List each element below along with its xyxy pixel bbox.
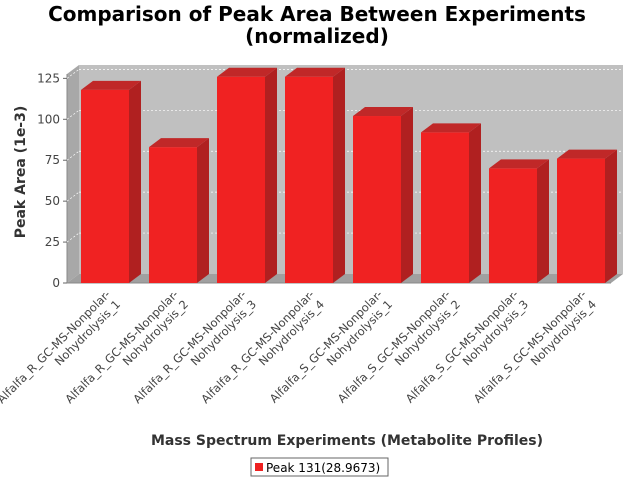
bar-front	[285, 76, 333, 283]
bar-side	[265, 67, 277, 283]
bar	[285, 67, 345, 283]
bar-side	[129, 80, 141, 284]
x-tick-label: Alfalfa_S_GC-MS-Nonpolar-Nohydrolysis_1	[267, 287, 395, 415]
y-tick-label: 50	[45, 194, 60, 208]
x-tick-label: Alfalfa_S_GC-MS-Nonpolar-Nohydrolysis_2	[335, 287, 463, 415]
legend-label: Peak 131(28.9673)	[266, 461, 380, 475]
bar	[489, 159, 549, 283]
bar-front	[557, 158, 605, 283]
bar-side	[469, 123, 481, 283]
bar	[557, 149, 617, 283]
bar	[353, 107, 413, 284]
x-tick-label: Alfalfa_R_GC-MS-Nonpolar-Nohydrolysis_4	[198, 287, 327, 416]
bar-front	[421, 132, 469, 283]
x-axis-tick-labels: Alfalfa_R_GC-MS-Nonpolar-Nohydrolysis_1A…	[0, 287, 599, 416]
bar-top	[421, 123, 481, 133]
x-axis-title: Mass Spectrum Experiments (Metabolite Pr…	[151, 433, 543, 449]
gridline-wall	[66, 150, 80, 161]
y-axis-title: Peak Area (1e-3)	[13, 106, 29, 239]
bar	[149, 138, 209, 283]
gridline-wall	[66, 69, 80, 79]
y-tick-label: 75	[45, 153, 60, 167]
x-tick-label: Alfalfa_R_GC-MS-Nonpolar-Nohydrolysis_2	[62, 287, 191, 416]
bar-side	[197, 138, 209, 283]
bar-top	[557, 149, 617, 159]
plot-left-wall	[67, 65, 79, 283]
bar-side	[401, 107, 413, 284]
bar	[421, 123, 481, 283]
bar-top	[353, 107, 413, 117]
bar	[217, 67, 277, 283]
x-tick-label: Alfalfa_S_GC-MS-Nonpolar-Nohydrolysis_3	[403, 287, 531, 415]
bar-front	[149, 147, 197, 283]
x-tick-label: Alfalfa_R_GC-MS-Nonpolar-Nohydrolysis_3	[130, 287, 259, 416]
bar-side	[605, 149, 617, 283]
bar-front	[217, 76, 265, 283]
y-axis-ticks: 0 25 50 75 100 125	[37, 71, 67, 290]
y-tick-label: 125	[37, 71, 60, 85]
bar-side	[537, 159, 549, 283]
chart-title-line-2: (normalized)	[245, 24, 389, 48]
bar-top	[489, 159, 549, 169]
bar-top	[217, 67, 277, 77]
bar-top	[81, 80, 141, 90]
legend-swatch	[255, 463, 263, 471]
y-tick-label: 100	[37, 112, 60, 126]
gridline-wall	[66, 110, 80, 120]
bar-top	[285, 67, 345, 77]
bars	[81, 67, 617, 284]
gridline-wall	[66, 191, 80, 202]
bar-side	[333, 67, 345, 283]
bar	[81, 80, 141, 284]
x-tick-label: Alfalfa_S_GC-MS-Nonpolar-Nohydrolysis_4	[471, 287, 599, 415]
bar-front	[353, 116, 401, 284]
bar-front	[81, 89, 129, 284]
chart-title-line-1: Comparison of Peak Area Between Experime…	[48, 2, 586, 26]
gridline-wall	[66, 232, 80, 243]
bar-top	[149, 138, 209, 148]
x-tick-label-line: Alfalfa_R_GC-MS-Nonpolar-	[0, 287, 113, 406]
y-tick-label: 0	[52, 276, 60, 290]
legend: Peak 131(28.9673)	[250, 457, 389, 477]
bar-front	[489, 168, 537, 283]
y-tick-label: 25	[45, 235, 60, 249]
legend-box	[250, 457, 389, 477]
